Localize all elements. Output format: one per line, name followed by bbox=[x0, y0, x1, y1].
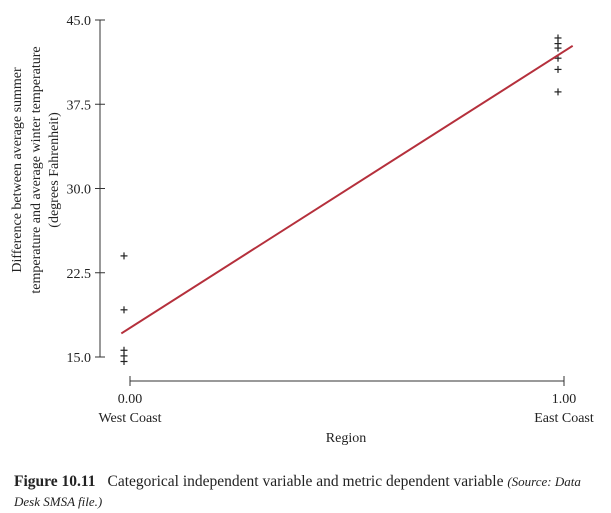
figure-caption: Figure 10.11 Categorical independent vari… bbox=[14, 472, 602, 512]
axes bbox=[95, 19, 565, 386]
y-tick-label: 15.0 bbox=[67, 351, 92, 366]
y-tick-label: 22.5 bbox=[67, 267, 92, 282]
y-tick-label: 37.5 bbox=[67, 98, 92, 113]
regression-line-group bbox=[120, 44, 574, 335]
caption-text: Categorical independent variable and met… bbox=[107, 473, 504, 490]
y-axis-title-line-1: Difference between average summer bbox=[10, 67, 25, 273]
y-axis-title-line-3: (degrees Fahrenheit) bbox=[47, 112, 62, 228]
regression-line bbox=[120, 44, 574, 335]
x-tick-category-label: West Coast bbox=[98, 411, 161, 426]
y-axis-title: Difference between average summer temper… bbox=[10, 46, 62, 293]
tick-labels: 15.0 22.5 30.0 37.5 45.0 0.00 West Coast 1.00 Ea… bbox=[67, 14, 594, 426]
x-tick-label: 1.00 bbox=[552, 392, 577, 407]
caption-source: (Source: Data Desk SMSA file.) bbox=[14, 474, 581, 509]
x-tick-label: 0.00 bbox=[118, 392, 143, 407]
figure-number: Figure 10.11 bbox=[14, 473, 96, 490]
x-tick-category-label: East Coast bbox=[534, 411, 594, 426]
y-tick-label: 30.0 bbox=[67, 183, 92, 198]
x-axis-title: Region bbox=[326, 431, 366, 446]
y-axis-title-line-2: temperature and average winter temperatu… bbox=[29, 46, 44, 293]
scatter-chart: Difference between average summer temper… bbox=[10, 14, 594, 446]
data-points bbox=[120, 34, 562, 365]
y-tick-label: 45.0 bbox=[67, 14, 92, 29]
